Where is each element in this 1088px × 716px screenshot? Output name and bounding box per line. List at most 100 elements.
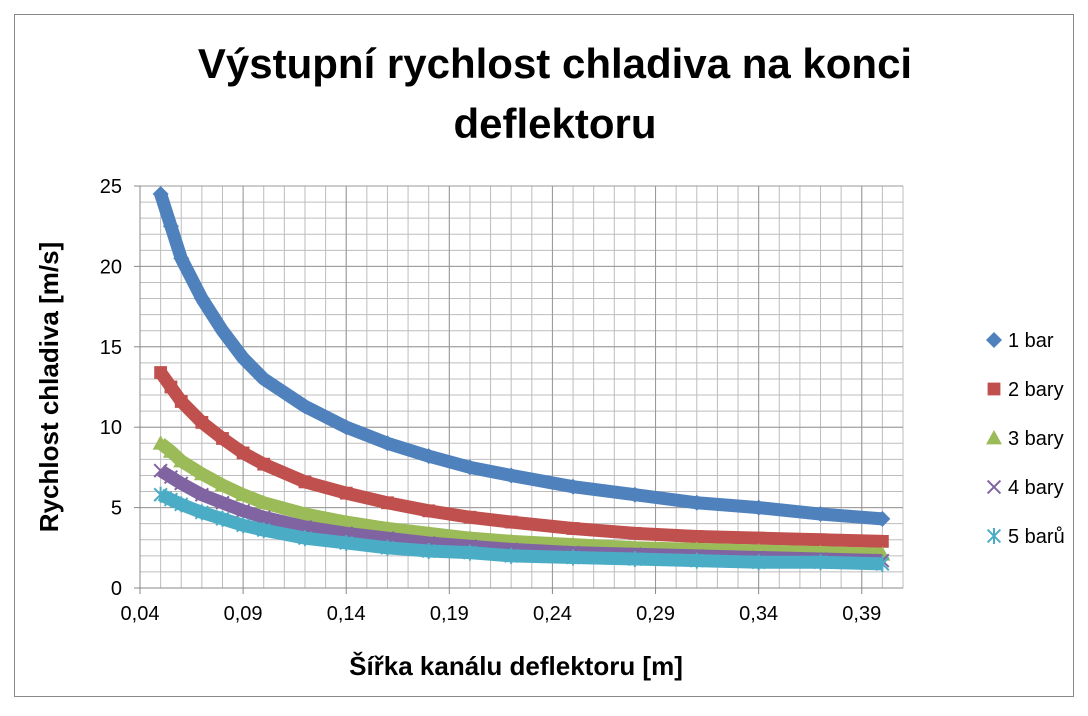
x-tick-label: 0,19 xyxy=(430,603,469,625)
marker xyxy=(504,515,518,529)
x-tick-label: 0,09 xyxy=(224,603,263,625)
legend-marker xyxy=(986,332,1002,348)
y-tick-label: 25 xyxy=(100,176,122,198)
chart-title: Výstupní rychlost chladiva na konci xyxy=(198,40,912,87)
marker xyxy=(627,551,643,568)
marker xyxy=(216,432,229,445)
marker xyxy=(750,499,767,516)
marker xyxy=(297,530,313,547)
marker xyxy=(215,510,230,527)
legend-marker xyxy=(986,430,1002,445)
marker xyxy=(874,510,891,527)
legend-label: 4 bary xyxy=(1008,477,1064,499)
marker xyxy=(236,503,251,518)
marker xyxy=(257,457,271,471)
marker xyxy=(689,552,704,569)
marker xyxy=(255,370,272,387)
marker xyxy=(173,250,190,267)
marker xyxy=(752,531,766,545)
marker xyxy=(256,522,271,539)
legend-label: 5 barů xyxy=(1008,526,1065,548)
marker xyxy=(174,476,189,491)
marker xyxy=(152,186,169,203)
x-axis-label: Šířka kanálu deflektoru [m] xyxy=(349,651,683,681)
marker xyxy=(235,350,252,367)
legend-marker xyxy=(987,382,1001,396)
marker xyxy=(626,486,643,503)
marker xyxy=(463,510,477,524)
marker xyxy=(215,495,230,510)
marker xyxy=(174,395,188,408)
x-tick-label: 0,24 xyxy=(533,603,572,625)
x-tick-label: 0,04 xyxy=(121,603,160,625)
marker xyxy=(163,491,179,508)
marker xyxy=(338,419,355,436)
marker xyxy=(504,547,519,564)
marker xyxy=(688,494,705,511)
marker xyxy=(163,469,179,485)
marker xyxy=(381,496,394,510)
marker xyxy=(235,486,252,502)
marker xyxy=(298,475,312,489)
marker xyxy=(154,366,168,379)
marker xyxy=(164,380,178,394)
marker xyxy=(153,463,168,478)
marker xyxy=(162,443,179,458)
marker xyxy=(194,504,209,521)
marker xyxy=(814,533,827,547)
legend-label: 3 bary xyxy=(1008,428,1064,450)
marker xyxy=(813,554,828,571)
marker xyxy=(162,218,179,235)
marker xyxy=(153,486,168,503)
y-axis-label: Rychlost chladiva [m/s] xyxy=(34,242,64,532)
legend-label: 1 bar xyxy=(1008,330,1054,352)
marker xyxy=(174,496,189,513)
legend-marker xyxy=(986,479,1002,495)
marker xyxy=(194,487,209,502)
marker xyxy=(462,544,478,561)
marker xyxy=(875,555,890,572)
marker xyxy=(255,494,272,510)
x-tick-label: 0,34 xyxy=(739,603,778,625)
x-tick-label: 0,39 xyxy=(842,603,881,625)
marker xyxy=(380,539,395,556)
y-tick-label: 10 xyxy=(100,417,122,439)
marker xyxy=(338,514,355,529)
marker xyxy=(461,459,478,476)
y-tick-label: 5 xyxy=(111,498,122,520)
y-tick-label: 15 xyxy=(100,337,122,359)
marker xyxy=(339,486,353,500)
marker xyxy=(339,534,354,551)
marker xyxy=(214,322,231,339)
y-tick-label: 0 xyxy=(111,578,122,600)
marker xyxy=(565,478,582,495)
marker xyxy=(296,398,313,415)
marker xyxy=(379,435,396,452)
legend-label: 2 bary xyxy=(1008,379,1064,401)
chart-frame xyxy=(14,14,1074,697)
marker xyxy=(236,446,250,460)
x-tick-label: 0,14 xyxy=(327,603,366,625)
marker xyxy=(236,517,251,534)
x-tick-label: 0,29 xyxy=(636,603,675,625)
marker xyxy=(690,530,704,543)
marker xyxy=(193,290,210,307)
marker xyxy=(812,506,829,523)
marker xyxy=(420,448,437,465)
marker xyxy=(566,522,580,535)
marker xyxy=(173,452,190,468)
marker xyxy=(503,467,520,484)
marker xyxy=(421,543,436,560)
marker xyxy=(195,415,209,429)
marker xyxy=(751,554,766,571)
marker xyxy=(422,504,436,518)
marker xyxy=(628,526,642,540)
marker xyxy=(256,510,271,525)
legend-marker xyxy=(986,528,1002,544)
marker xyxy=(875,534,889,548)
marker xyxy=(296,506,313,521)
y-tick-label: 20 xyxy=(100,256,122,278)
marker xyxy=(214,477,231,492)
